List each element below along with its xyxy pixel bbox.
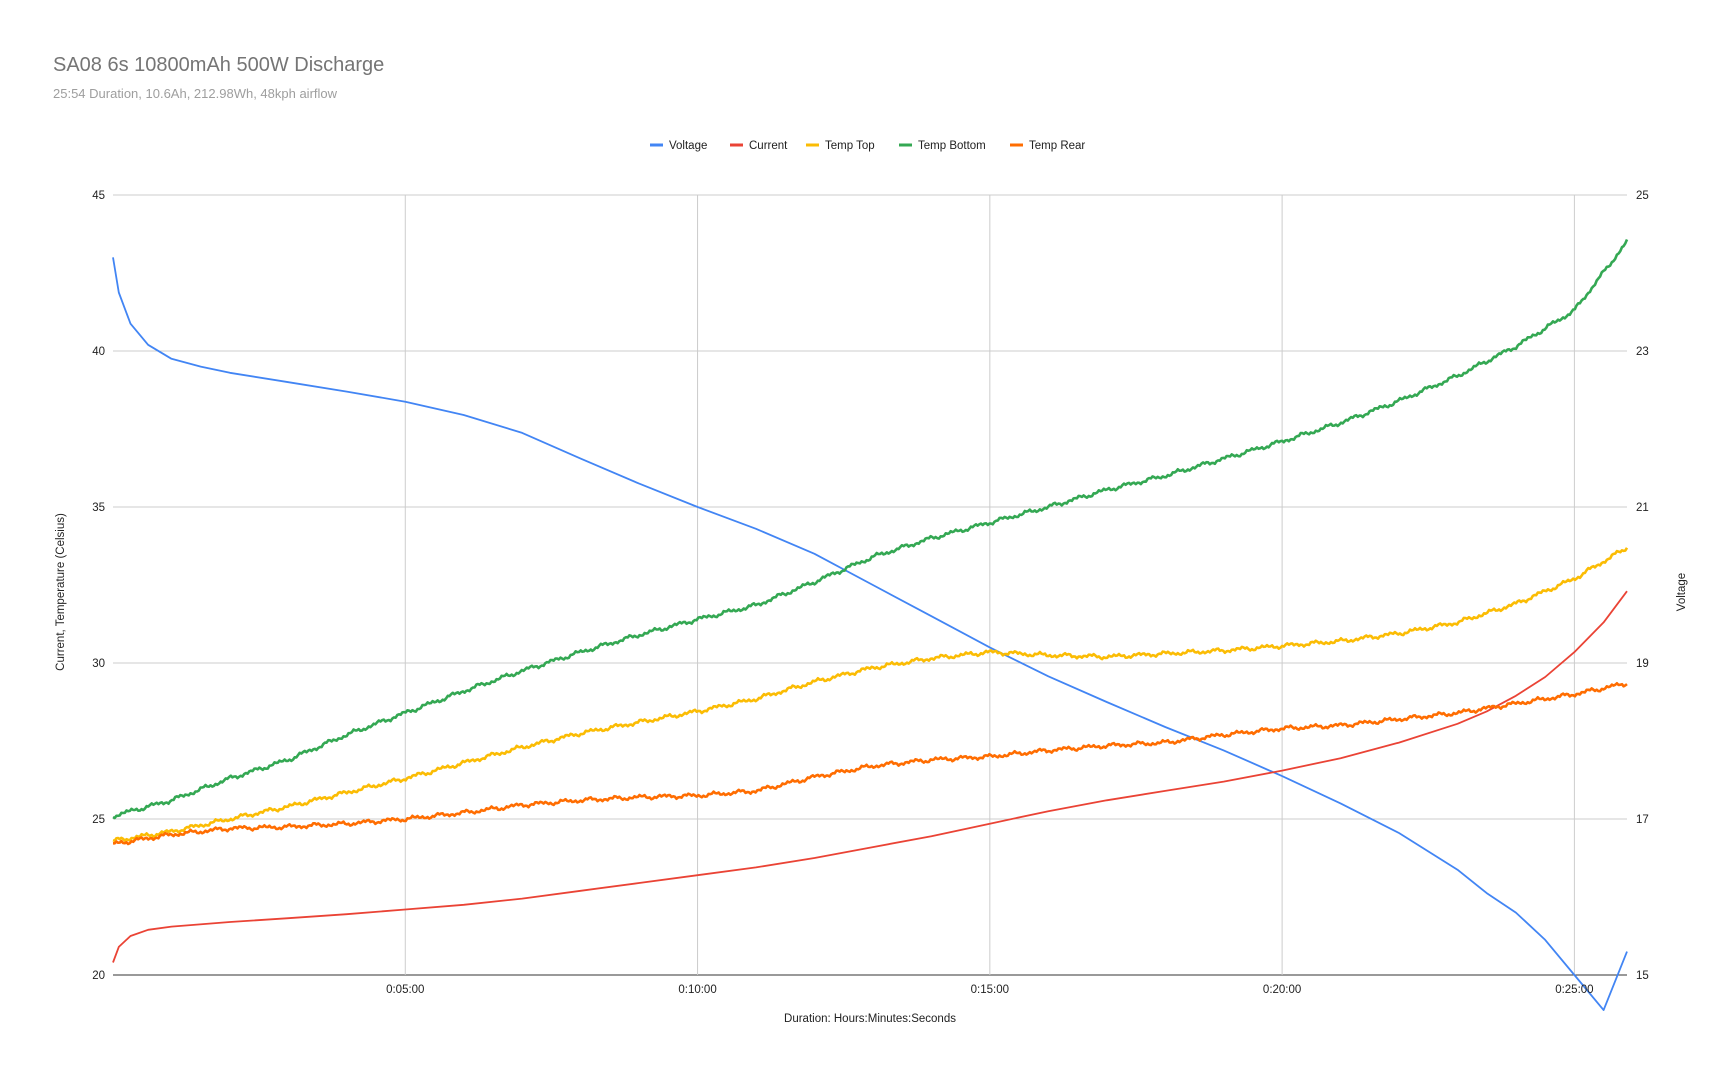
x-tick-label: 0:25:00 <box>1555 984 1593 996</box>
y-tick-label-left: 40 <box>92 346 105 358</box>
legend: Voltage Current Temp Top Temp Bottom Temp Re… <box>650 140 1085 152</box>
y-tick-label-right: 19 <box>1636 658 1649 670</box>
x-tick-label: 0:20:00 <box>1263 984 1301 996</box>
series-line-current <box>112 590 1628 963</box>
y-tick-label-left: 30 <box>92 658 105 670</box>
x-tick-label: 0:15:00 <box>971 984 1009 996</box>
legend-label-temp-bottom: Temp Bottom <box>918 140 986 152</box>
y-tick-label-left: 20 <box>92 970 105 982</box>
y-tick-label-right: 17 <box>1636 814 1649 826</box>
y-tick-label-right: 25 <box>1636 190 1649 202</box>
y-axis-title-right: Voltage <box>1676 573 1688 611</box>
y-tick-label-right: 23 <box>1636 346 1649 358</box>
grid-lines <box>113 194 1627 976</box>
legend-label-temp-top: Temp Top <box>825 140 875 152</box>
series-line-temp-top <box>112 547 1629 843</box>
y-tick-label-right: 21 <box>1636 502 1649 514</box>
legend-label-voltage: Voltage <box>669 140 707 152</box>
x-axis-title: Duration: Hours:Minutes:Seconds <box>784 1013 956 1025</box>
y-axis-title-left: Current, Temperature (Celsius) <box>55 513 67 671</box>
series-line-temp-bottom <box>112 238 1629 820</box>
y-tick-label-left: 25 <box>92 814 105 826</box>
x-tick-label: 0:05:00 <box>386 984 424 996</box>
legend-label-current: Current <box>749 140 788 152</box>
x-tick-label: 0:10:00 <box>678 984 716 996</box>
y-tick-label-left: 35 <box>92 502 105 514</box>
chart-subtitle: 25:54 Duration, 10.6Ah, 212.98Wh, 48kph … <box>53 86 338 101</box>
y-tick-label-right: 15 <box>1636 970 1649 982</box>
series-lines <box>112 238 1629 1011</box>
y-tick-label-left: 45 <box>92 190 105 202</box>
legend-label-temp-rear: Temp Rear <box>1029 140 1085 152</box>
series-line-temp-rear <box>113 681 1628 846</box>
axes: Duration: Hours:Minutes:Seconds Current,… <box>55 190 1688 1025</box>
chart-title: SA08 6s 10800mAh 500W Discharge <box>53 54 385 76</box>
